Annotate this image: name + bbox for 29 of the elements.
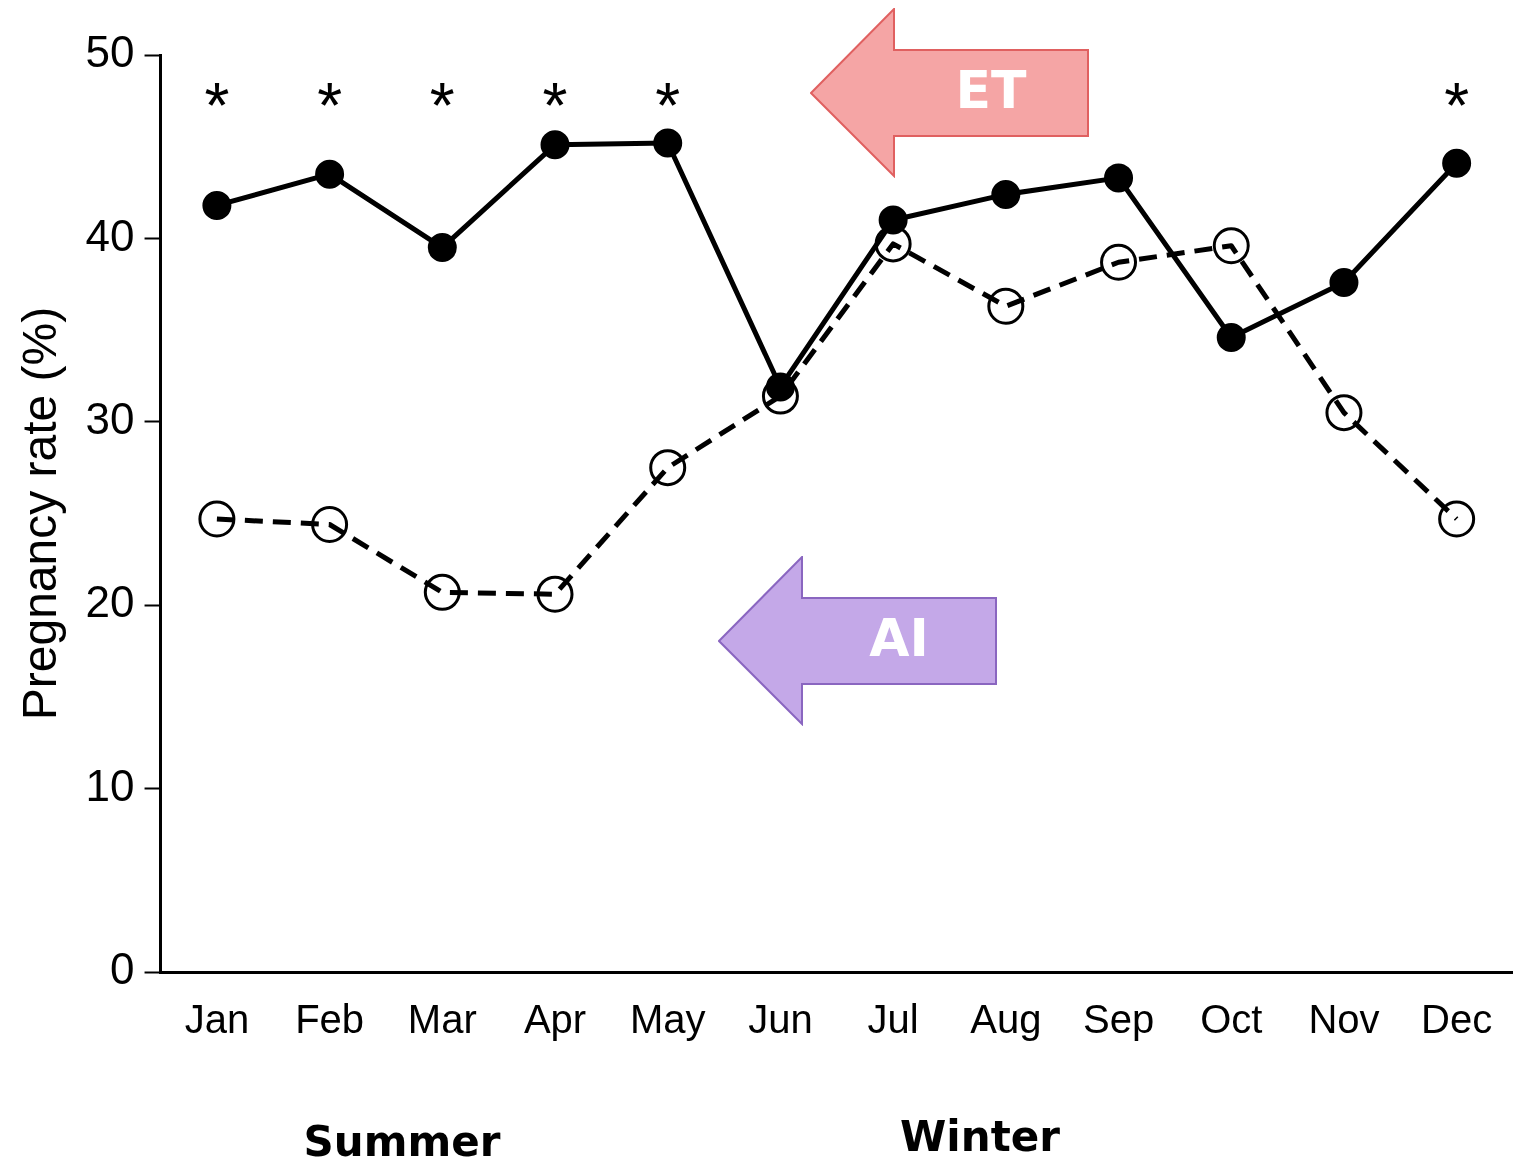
y-tick-label: 20	[85, 577, 135, 627]
annotation: *	[542, 69, 568, 142]
y-tick-label: 50	[85, 27, 135, 77]
y-tick-label: 30	[85, 393, 135, 443]
x-tick-label: Feb	[295, 997, 365, 1042]
x-tick-label: Jan	[184, 997, 250, 1042]
y-tick-label: 40	[85, 210, 135, 260]
annotation: *	[429, 69, 455, 142]
annotation: *	[655, 69, 681, 142]
x-tick-label: Nov	[1308, 997, 1380, 1042]
x-tick-label: Sep	[1082, 997, 1155, 1042]
annotation: AI	[868, 608, 930, 668]
annotation: *	[317, 69, 343, 142]
text: Winter	[900, 1111, 1061, 1161]
annotation: *	[204, 69, 230, 142]
x-tick-label: Jul	[867, 997, 919, 1042]
annotation: *	[1444, 69, 1470, 142]
x-tick-label: Apr	[523, 997, 587, 1042]
text: Summer	[303, 1116, 501, 1166]
x-tick-label: Dec	[1421, 997, 1493, 1042]
y-axis-title: Pregnancy rate (%)	[13, 306, 67, 721]
y-tick-label: 10	[85, 760, 135, 810]
x-tick-label: Aug	[970, 997, 1042, 1042]
x-tick-label: May	[629, 997, 706, 1042]
x-tick-label: Oct	[1200, 997, 1263, 1042]
x-tick-label: Jun	[748, 997, 813, 1042]
annotation: ET	[954, 60, 1028, 120]
x-tick-label: Mar	[407, 997, 477, 1042]
y-tick-label: 0	[110, 944, 135, 994]
